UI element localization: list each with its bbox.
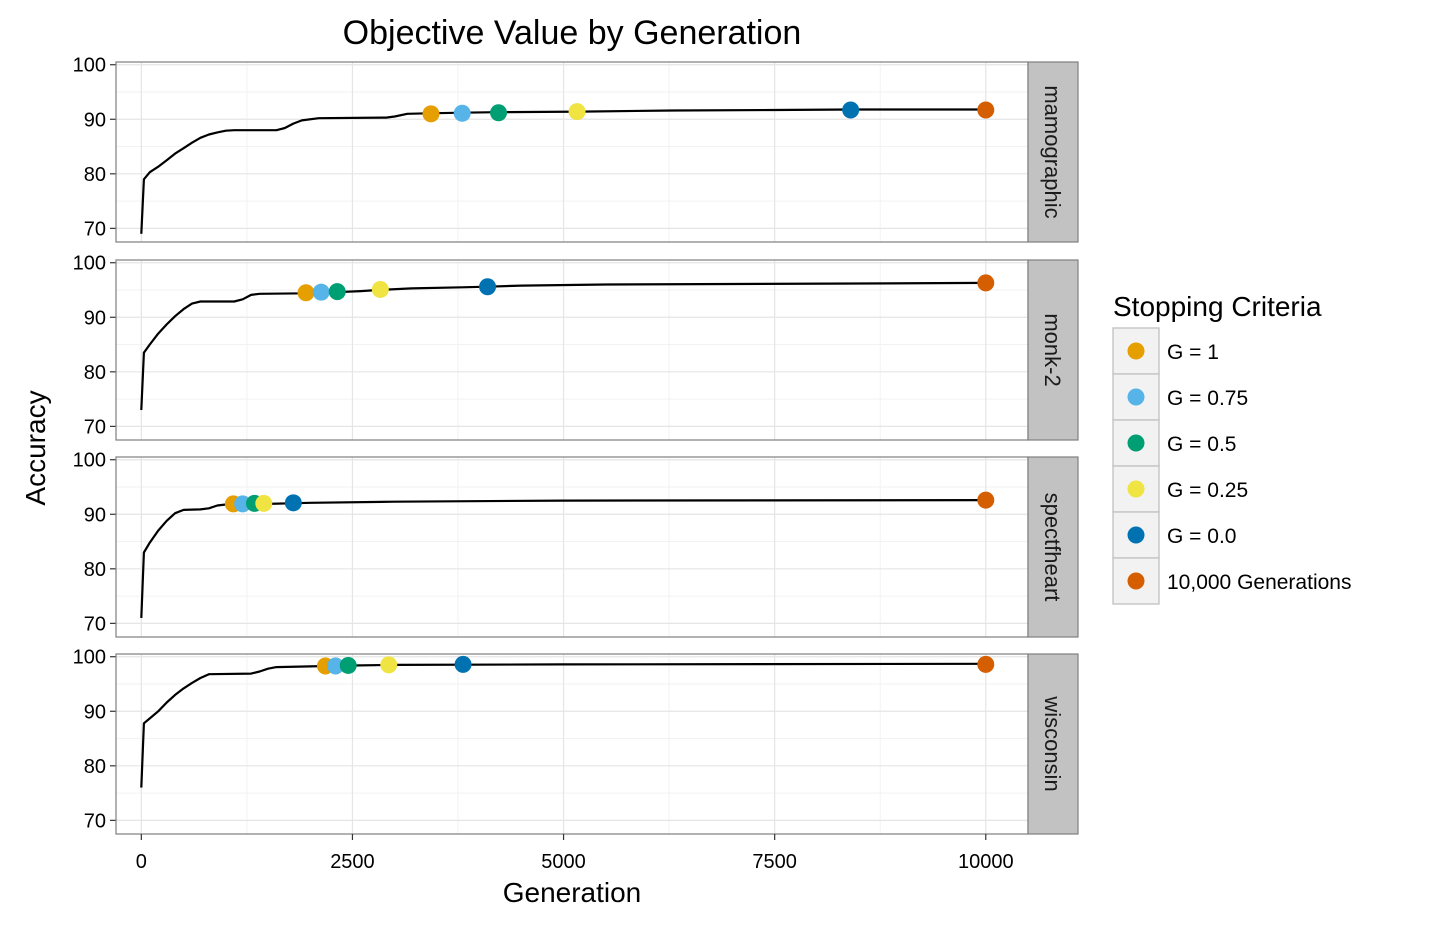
panel-background <box>116 457 1028 637</box>
y-tick-label: 90 <box>84 504 106 526</box>
y-tick-label: 90 <box>84 701 106 723</box>
objective-line <box>140 281 986 411</box>
facet-strip <box>1027 456 1079 638</box>
point-g-0-5 <box>328 283 346 301</box>
point-g-0-25 <box>371 280 389 298</box>
panel-background <box>116 654 1028 834</box>
point-10-000-generations <box>977 491 995 509</box>
point-g-0-0 <box>842 101 860 119</box>
point-g-0-0 <box>479 278 497 296</box>
point-10-000-generations <box>977 274 995 292</box>
y-tick-label: 90 <box>84 307 106 329</box>
y-tick-label: 80 <box>84 164 106 186</box>
y-tick-label: 80 <box>84 756 106 778</box>
y-tick-label: 70 <box>84 416 106 438</box>
facet-label: wisconsin <box>1040 695 1065 791</box>
legend-swatch <box>1127 388 1145 406</box>
legend-swatch <box>1127 342 1145 360</box>
point-g-0-0 <box>454 655 472 673</box>
y-tick-label: 80 <box>84 362 106 384</box>
legend-label: G = 0.75 <box>1167 387 1248 410</box>
x-axis: 0 2500 5000 7500 10000 <box>136 834 1014 873</box>
point-10-000-generations <box>977 655 995 673</box>
point-g-1 <box>297 284 315 302</box>
point-g-0-25 <box>568 103 586 121</box>
legend-label: 10,000 Generations <box>1167 571 1351 594</box>
panel-wisconsin: 70 80 90 100 wisconsin <box>73 647 1079 835</box>
y-tick-label: 70 <box>84 810 106 832</box>
y-axis-title: Accuracy <box>20 390 51 505</box>
legend-label: G = 0.25 <box>1167 479 1248 502</box>
y-tick-label: 100 <box>73 647 106 669</box>
legend-swatch <box>1127 526 1145 544</box>
point-g-1 <box>422 105 440 123</box>
legend-swatch <box>1127 434 1145 452</box>
x-tick-label: 0 <box>136 851 147 873</box>
legend-title: Stopping Criteria <box>1113 291 1322 322</box>
point-g-0-75 <box>327 657 345 675</box>
x-tick-label: 7500 <box>752 851 797 873</box>
y-tick-label: 70 <box>84 613 106 635</box>
legend-label: G = 1 <box>1167 341 1219 364</box>
facet-label: spectfheart <box>1040 493 1065 602</box>
point-g-0-25 <box>380 656 398 674</box>
facet-panels: 70 80 90 100 mamographic 70 80 90 100 monk-2 70 80 9… <box>73 55 1079 835</box>
legend-swatch <box>1127 572 1145 590</box>
point-g-0-5 <box>339 656 357 674</box>
chart-title: Objective Value by Generation <box>343 14 802 52</box>
y-tick-label: 90 <box>84 109 106 131</box>
y-tick-label: 100 <box>73 253 106 275</box>
legend: Stopping Criteria G = 1 G = 0.75 G = 0.5 G … <box>1112 291 1351 605</box>
facet-strip <box>1027 653 1079 835</box>
panel-background <box>116 260 1028 440</box>
facet-label: mamographic <box>1040 85 1065 218</box>
point-10-000-generations <box>977 101 995 119</box>
legend-label: G = 0.0 <box>1167 525 1236 548</box>
objective-line <box>140 499 986 618</box>
legend-label: G = 0.5 <box>1167 433 1236 456</box>
facet-strip <box>1027 259 1079 441</box>
y-tick-label: 80 <box>84 559 106 581</box>
point-g-0-75 <box>312 283 330 301</box>
point-g-0-75 <box>453 104 471 122</box>
objective-line <box>140 108 986 234</box>
legend-swatch <box>1127 480 1145 498</box>
y-tick-label: 100 <box>73 55 106 77</box>
y-tick-label: 70 <box>84 218 106 240</box>
x-tick-label: 10000 <box>958 851 1014 873</box>
x-tick-label: 5000 <box>541 851 586 873</box>
panel-monk-2: 70 80 90 100 monk-2 <box>73 253 1079 441</box>
x-axis-title: Generation <box>503 877 642 908</box>
panel-spectfheart: 70 80 90 100 spectfheart <box>73 450 1079 638</box>
point-g-0-25 <box>255 494 273 512</box>
point-g-0-5 <box>490 104 508 122</box>
point-g-0-0 <box>284 494 302 512</box>
panel-background <box>116 62 1028 242</box>
x-tick-label: 2500 <box>330 851 375 873</box>
y-tick-label: 100 <box>73 450 106 472</box>
panel-mamographic: 70 80 90 100 mamographic <box>73 55 1079 243</box>
legend-key <box>1112 511 1160 559</box>
facet-label: monk-2 <box>1040 313 1065 386</box>
facet-strip <box>1027 61 1079 243</box>
